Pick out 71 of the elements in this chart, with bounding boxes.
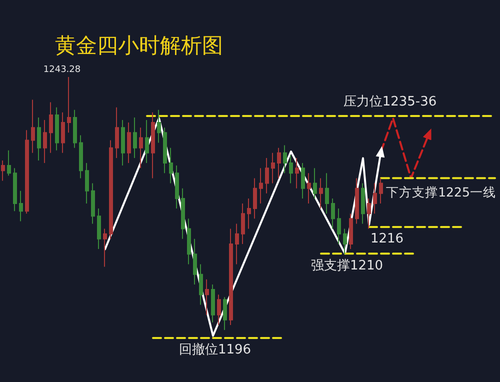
candlestick [361,182,365,224]
candlestick [85,162,89,204]
candlestick [325,172,329,214]
annotation: 压力位1235-36 [343,94,437,110]
candlestick [151,112,155,179]
candlestick [13,168,17,212]
candlestick [157,109,161,144]
candlestick [61,112,65,154]
candlestick [289,154,293,184]
chart-title: 黄金四小时解析图 [55,34,223,58]
candlestick [319,178,323,210]
candlestick [19,190,23,222]
candlestick [229,228,233,326]
candlestick [337,208,341,244]
candlestick [55,106,59,151]
candlestick [109,140,113,240]
candlestick [73,109,77,148]
candlestick [163,127,167,174]
candlestick [1,160,5,182]
candlestick [199,264,203,306]
candlestick [193,238,197,285]
candlestick [277,147,281,179]
candlestick [187,218,191,265]
candlestick [67,76,71,134]
candlestick [253,178,257,220]
candlestick [121,120,125,166]
text: 1243.28 [43,65,81,75]
candlestick [247,198,251,230]
candlestick [211,284,215,323]
candlestick [265,157,269,194]
candlestick [25,130,29,214]
candlestick [31,99,35,154]
candlestick [283,144,287,174]
candlestick [259,168,263,204]
candlestick [49,102,53,154]
candlestick [217,294,221,326]
candlestick [91,182,95,224]
candlestick [355,178,359,224]
candlestick [379,178,383,204]
candlestick [181,188,185,240]
candlestick [271,152,275,184]
text: 回撤位1196 [178,342,252,358]
annotation: 1216 [370,232,404,246]
candlestick [343,228,347,255]
candlestick [313,168,317,199]
candlestick [175,165,179,210]
candlestick [169,147,173,184]
candlestick [7,150,11,176]
annotation: 强支撑1210 [310,258,384,274]
candlestick [79,134,83,179]
candlestick [223,296,227,330]
candlestick [205,278,209,316]
candlestick [139,127,143,169]
candlestick [241,203,245,244]
candlestick [301,162,305,199]
candlestick [295,157,299,189]
candlestick [367,198,371,230]
candlestick [103,228,107,268]
candlestick [37,116,41,161]
annotation: 下方支撑1225一线 [386,184,496,200]
candlestick [97,208,101,250]
candlestick [127,122,131,164]
candlestick [115,106,119,158]
candlestick [331,198,335,230]
candlestick [145,120,149,164]
candlestick [133,116,137,158]
candlestick [373,182,377,214]
candlestick [235,223,239,265]
candlestick [349,213,353,250]
candlestick [307,172,311,204]
candlestick [43,120,47,164]
